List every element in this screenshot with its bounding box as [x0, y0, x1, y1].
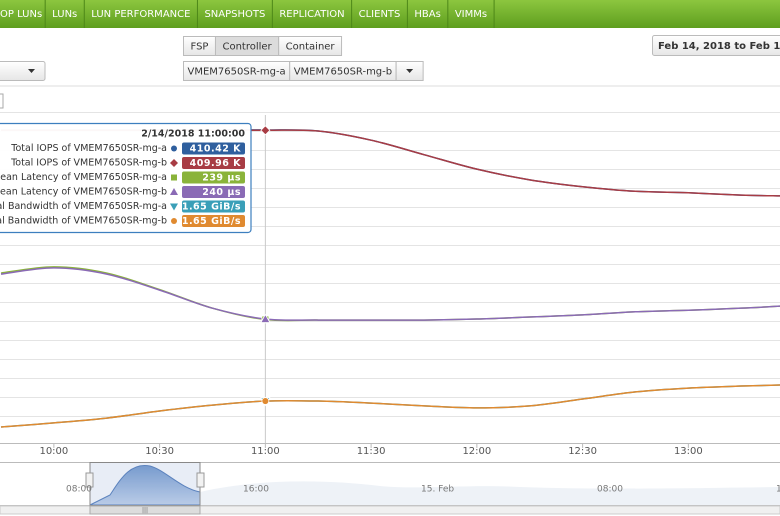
tooltip-value: 409.96 K: [190, 158, 241, 169]
marker: [171, 145, 177, 152]
tooltip-label: Total Bandwidth of VMEM7650SR-mg-b: [0, 216, 167, 227]
tooltip-value: 1.65 GiB/s: [182, 216, 241, 227]
level-button-label[interactable]: Container: [286, 42, 336, 53]
navigator-area: [200, 481, 780, 505]
x-tick-label: 10:30: [145, 446, 174, 457]
dropdown-arrow: [28, 69, 35, 73]
navigator-area: [89, 464, 201, 506]
marker: [260, 313, 271, 323]
tooltip-value-box: [182, 157, 245, 169]
tooltip-label: Mean Latency of VMEM7650SR-mg-a: [0, 172, 167, 183]
x-tick-label: 12:30: [568, 446, 597, 457]
navigator-label: 08:00: [66, 485, 92, 495]
nav-tab[interactable]: LUN PERFORMANCE: [91, 9, 190, 20]
marker: [171, 174, 177, 181]
navigator-label: 15. Feb: [421, 485, 454, 495]
dropdown-arrow: [406, 69, 414, 73]
marker: [261, 397, 270, 405]
target-select-label[interactable]: VMEM7650SR-mg-b: [294, 67, 392, 78]
nav-tab[interactable]: OP LUNs: [0, 9, 42, 20]
navigator: 08:00 16:00 15. Feb 08:00 1 |||: [0, 462, 780, 515]
x-tick-label: 11:00: [251, 446, 280, 457]
nav-tab[interactable]: VIMMs: [455, 9, 487, 20]
marker: [170, 203, 178, 211]
navigator-label: 16:00: [243, 485, 269, 495]
tooltip-label: Total Bandwidth of VMEM7650SR-mg-a: [0, 201, 167, 212]
tooltip-label: Total IOPS of VMEM7650SR-mg-a: [10, 143, 167, 154]
x-tick-label: 12:00: [462, 446, 491, 457]
marker: [260, 125, 271, 136]
target-select-label[interactable]: VMEM7650SR-mg-a: [188, 67, 286, 78]
dropdown[interactable]: [0, 61, 46, 81]
series-line: [0, 267, 780, 321]
nav-tab[interactable]: LUNs: [52, 9, 77, 20]
tooltip-value-box: [182, 200, 245, 213]
x-tick-label: 13:00: [674, 446, 703, 457]
tooltip-value: 240 µs: [202, 187, 241, 198]
tooltip-value: 410.42 K: [190, 144, 241, 155]
navigator-label: 08:00: [597, 485, 623, 495]
tooltip-label: Mean Latency of VMEM7650SR-mg-b: [0, 187, 167, 198]
tooltip-value: 239 µs: [202, 173, 241, 184]
level-button-label[interactable]: FSP: [191, 42, 209, 53]
series-line: [0, 384, 780, 428]
series-line: [0, 384, 780, 428]
navigator-window[interactable]: [89, 462, 201, 506]
level-button[interactable]: [278, 36, 343, 56]
navigator-handle[interactable]: [85, 472, 94, 488]
zoom-box[interactable]: [0, 93, 4, 109]
marker: [170, 159, 178, 167]
tooltip-value: 1.65 GiB/s: [182, 202, 241, 213]
tooltip: 2/14/2018 11:00:00 Total IOPS of VMEM7650…: [0, 122, 252, 234]
marker: [171, 218, 177, 224]
nav-tab[interactable]: REPLICATION: [279, 9, 344, 20]
scroll-grip: |||: [142, 507, 148, 514]
nav-tab[interactable]: CLIENTS: [359, 9, 401, 20]
scrollbar-thumb[interactable]: [89, 505, 201, 515]
x-tick-label: 11:30: [357, 446, 386, 457]
date-range[interactable]: Feb 14, 2018 to Feb 15, 2018: [658, 41, 780, 52]
tooltip-value-box: [182, 171, 245, 184]
marker: [170, 188, 178, 195]
date-range-button[interactable]: [652, 35, 780, 56]
x-tick-label: 10:00: [39, 446, 68, 457]
level-button-label[interactable]: Controller: [222, 42, 272, 53]
navigator-label: 1: [776, 485, 780, 495]
nav-bar: [0, 0, 780, 28]
tooltip-value-box: [182, 215, 245, 227]
scrollbar: [0, 505, 780, 515]
navigator-handle[interactable]: [196, 472, 205, 488]
nav-tab[interactable]: HBAs: [414, 9, 440, 20]
nav-tab[interactable]: SNAPSHOTS: [204, 9, 265, 20]
tooltip-value-box: [182, 186, 245, 198]
tooltip-value-box: [182, 142, 245, 155]
tooltip-title: 2/14/2018 11:00:00: [141, 129, 245, 140]
series-line: [0, 266, 780, 322]
tooltip-label: Total IOPS of VMEM7650SR-mg-b: [10, 158, 167, 169]
